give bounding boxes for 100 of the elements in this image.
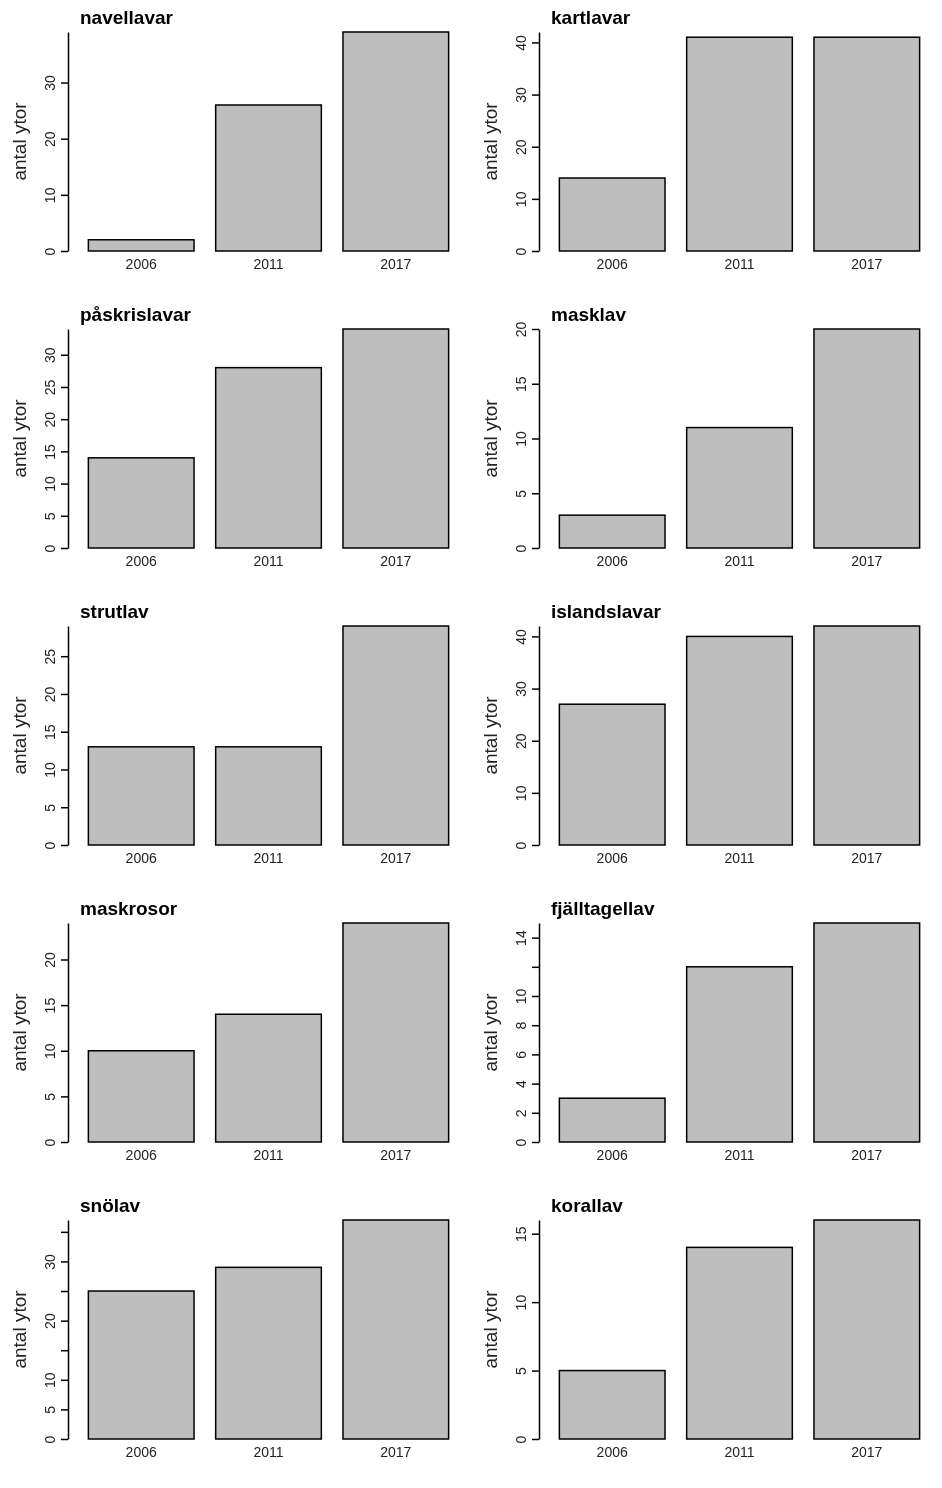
y-tick-label: 10 (42, 187, 58, 204)
x-tick-label: 2017 (851, 553, 883, 570)
x-tick-label: 2017 (380, 553, 412, 570)
bar (558, 1369, 666, 1440)
y-tick-label: 25 (42, 648, 58, 665)
y-tick-label: 10 (513, 988, 529, 1005)
y-axis-title: antal ytor (9, 695, 30, 775)
y-tick-label: 10 (513, 785, 529, 802)
y-tick-label: 15 (42, 443, 58, 460)
bar (214, 366, 323, 549)
bar (813, 625, 921, 846)
bar (685, 1246, 794, 1440)
y-tick-label: 8 (513, 1021, 529, 1030)
chart-title: navellavar (80, 7, 174, 28)
y-tick-label: 10 (513, 1294, 529, 1311)
y-axis-title: antal ytor (480, 992, 501, 1072)
y-tick-label: 5 (42, 1092, 58, 1101)
bar (342, 328, 450, 549)
x-tick-label: 2017 (380, 1444, 412, 1461)
y-tick-label: 5 (42, 1405, 58, 1414)
y-tick-label: 5 (513, 489, 529, 498)
bar (558, 703, 666, 846)
chart-title: islandslavar (551, 601, 662, 622)
chart-title: påskrislavar (80, 304, 192, 325)
x-tick-label: 2011 (724, 850, 755, 867)
y-tick-label: 15 (42, 997, 58, 1014)
y-tick-label: 5 (513, 1366, 529, 1375)
bar (813, 1219, 921, 1440)
x-tick-label: 2017 (380, 256, 412, 273)
y-tick-label: 2 (513, 1109, 529, 1118)
x-tick-label: 2006 (125, 1444, 157, 1461)
y-tick-label: 0 (513, 247, 529, 256)
x-tick-label: 2006 (596, 1444, 628, 1461)
y-tick-label: 20 (42, 952, 58, 968)
y-tick-label: 15 (513, 1226, 529, 1242)
y-tick-label: 40 (513, 628, 529, 645)
y-tick-label: 20 (42, 1313, 58, 1329)
y-axis-title: antal ytor (480, 398, 501, 478)
bar (214, 1013, 323, 1143)
x-tick-label: 2017 (380, 850, 412, 867)
bar (214, 104, 323, 252)
y-tick-label: 0 (513, 841, 529, 850)
bar (813, 328, 921, 549)
bar (87, 1050, 195, 1143)
x-tick-label: 2011 (724, 1444, 755, 1461)
x-tick-label: 2006 (596, 256, 628, 273)
x-tick-label: 2011 (253, 1444, 284, 1461)
y-tick-label: 6 (513, 1050, 529, 1059)
chart-title: strutlav (80, 601, 150, 622)
bar (685, 426, 794, 549)
chart-title: kartlavar (551, 7, 631, 28)
y-tick-label: 30 (513, 681, 529, 697)
y-axis-title: antal ytor (480, 1289, 501, 1369)
bar (685, 966, 794, 1143)
bar (87, 1290, 195, 1440)
y-tick-label: 0 (42, 1138, 58, 1147)
chart-title: maskrosor (80, 898, 178, 919)
y-tick-label: 5 (42, 803, 58, 812)
y-tick-label: 10 (513, 431, 529, 447)
y-tick-label: 0 (513, 1435, 529, 1444)
chart-title: masklav (551, 304, 627, 325)
x-tick-label: 2011 (253, 553, 284, 570)
x-tick-label: 2006 (596, 1147, 628, 1164)
bar (558, 514, 666, 549)
bar (813, 922, 921, 1143)
y-axis-title: antal ytor (480, 695, 501, 775)
x-tick-label: 2006 (596, 850, 628, 867)
chart-title: korallav (551, 1195, 624, 1216)
y-tick-label: 20 (513, 733, 529, 749)
y-tick-label: 20 (513, 139, 529, 155)
y-tick-label: 20 (513, 321, 529, 338)
bar (342, 1219, 450, 1440)
y-axis-title: antal ytor (9, 1289, 30, 1369)
y-axis-title: antal ytor (480, 101, 501, 181)
y-tick-label: 30 (42, 75, 58, 91)
x-tick-label: 2006 (125, 850, 157, 867)
x-tick-label: 2017 (851, 1147, 883, 1164)
y-axis-title: antal ytor (9, 398, 30, 478)
x-tick-label: 2017 (851, 256, 883, 273)
x-tick-label: 2017 (851, 850, 883, 867)
y-tick-label: 15 (513, 376, 529, 393)
bar (342, 31, 450, 252)
y-tick-label: 14 (513, 930, 529, 946)
y-axis-title: antal ytor (9, 992, 30, 1072)
x-tick-label: 2006 (125, 553, 157, 570)
y-tick-label: 0 (42, 247, 58, 256)
x-tick-label: 2011 (253, 1147, 284, 1164)
x-tick-label: 2011 (724, 256, 755, 273)
bar (685, 635, 794, 846)
y-tick-label: 5 (42, 512, 58, 521)
chart-title: snölav (80, 1195, 141, 1216)
y-tick-label: 10 (42, 1372, 58, 1389)
y-tick-label: 30 (42, 347, 58, 364)
y-tick-label: 10 (42, 476, 58, 492)
y-axis-title: antal ytor (9, 101, 30, 181)
y-tick-label: 20 (42, 411, 58, 428)
y-tick-label: 30 (513, 87, 529, 103)
y-tick-label: 10 (513, 191, 529, 208)
y-tick-label: 40 (513, 34, 529, 51)
y-tick-label: 0 (513, 1138, 529, 1147)
